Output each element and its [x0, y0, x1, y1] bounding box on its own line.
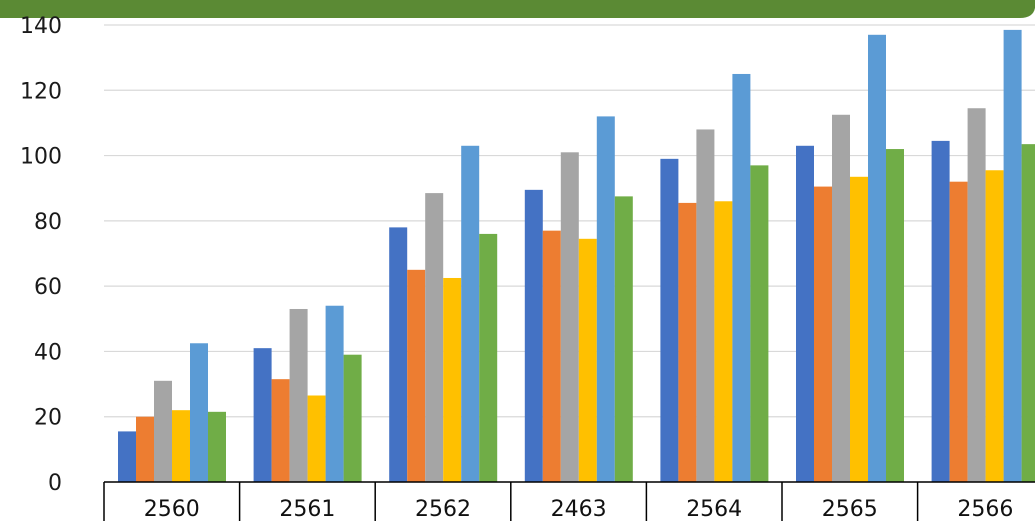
y-tick-label: 60 [34, 275, 62, 300]
y-tick-label: 100 [20, 145, 62, 170]
bar-2560-series-2 [136, 416, 154, 482]
bar-2566-series-2 [949, 181, 968, 482]
x-category-label: 2565 [822, 497, 878, 521]
bar-2562-series-4 [443, 277, 462, 482]
bar-2564-series-4 [714, 201, 733, 482]
bar-2560-series-6 [208, 411, 226, 482]
x-category-label: 2566 [957, 497, 1013, 521]
bar-2564-series-1 [660, 158, 679, 483]
bar-2566-series-5 [1003, 29, 1022, 483]
header-banner [0, 0, 1035, 18]
x-category-label: 2560 [144, 497, 200, 521]
bar-2463-series-4 [578, 238, 597, 482]
bar-2564-series-2 [678, 202, 697, 482]
y-tick-label: 140 [20, 14, 62, 39]
x-category-label: 2562 [415, 497, 471, 521]
bar-2565-series-2 [814, 186, 832, 482]
bar-2564-series-5 [732, 73, 751, 482]
bar-2562-series-2 [407, 269, 426, 482]
bar-2561-series-3 [289, 308, 308, 482]
bar-2463-series-3 [560, 152, 579, 483]
header-banner-shape [0, 0, 1035, 18]
bar-2565-series-1 [796, 145, 814, 482]
bar-2463-series-6 [614, 196, 633, 482]
bar-2565-series-3 [832, 114, 850, 483]
y-tick-label: 120 [20, 79, 62, 104]
y-tick-label: 80 [34, 210, 62, 235]
bar-2561-series-5 [325, 305, 344, 482]
bar-2566-series-6 [1021, 144, 1035, 482]
bar-2562-series-6 [479, 233, 498, 482]
bar-2561-series-1 [253, 348, 272, 482]
bar-2560-series-1 [118, 431, 136, 482]
bar-2561-series-2 [271, 379, 290, 482]
bar-2564-series-6 [750, 165, 769, 482]
bar-2565-series-4 [850, 176, 868, 482]
bar-2560-series-4 [172, 410, 190, 482]
bar-2565-series-5 [868, 34, 886, 483]
bar-2566-series-4 [985, 170, 1004, 482]
bar-2463-series-1 [524, 189, 543, 482]
bar-2561-series-6 [343, 354, 362, 482]
bar-2564-series-3 [696, 129, 715, 482]
bar-2565-series-6 [886, 149, 904, 483]
x-category-label: 2463 [551, 497, 607, 521]
x-category-label: 2561 [279, 497, 335, 521]
y-tick-label: 0 [48, 471, 62, 496]
bar-2566-series-3 [967, 108, 986, 482]
bar-2562-series-1 [389, 227, 408, 482]
bar-2463-series-2 [542, 230, 561, 482]
bar-2561-series-4 [307, 395, 326, 482]
bar-2560-series-3 [154, 380, 172, 482]
y-tick-label: 40 [34, 340, 62, 365]
x-category-label: 2564 [686, 497, 742, 521]
y-tick-label: 20 [34, 406, 62, 431]
bar-2562-series-3 [425, 193, 444, 482]
bar-2560-series-5 [190, 343, 208, 482]
bar-2566-series-1 [931, 140, 950, 482]
bar-2463-series-5 [596, 116, 615, 483]
bar-2562-series-5 [461, 145, 480, 482]
